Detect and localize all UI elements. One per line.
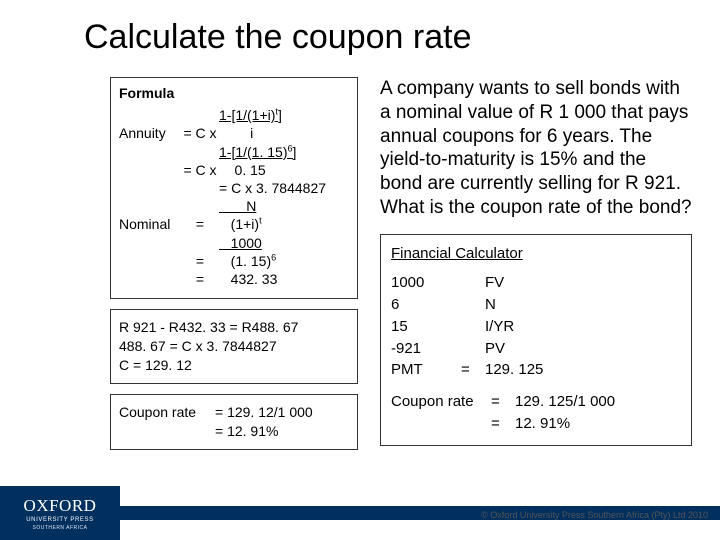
calc-cell: -921: [391, 338, 461, 360]
calc-cell: I/YR: [485, 316, 681, 338]
formula-cell: Annuity: [119, 124, 181, 142]
calc-cell: 15: [391, 316, 461, 338]
calc-cell: PV: [485, 338, 681, 360]
formula-cell: (1. 15)6: [219, 252, 349, 270]
calc-cell: [461, 272, 485, 294]
calc-cell: 129. 125/1 000: [515, 391, 681, 413]
formula-cell: [181, 197, 219, 215]
coupon-line-1: = 129. 12/1 000: [215, 403, 313, 422]
calc-cell: 6: [391, 294, 461, 316]
formula-cell: [119, 179, 181, 197]
calc-cell: [461, 316, 485, 338]
formula-cell: 1-[1/(1. 15)6]: [219, 143, 349, 161]
brand-sub: UNIVERSITY PRESS: [26, 517, 94, 523]
working-panel: R 921 - R432. 33 = R488. 67488. 67 = C x…: [110, 309, 358, 384]
formula-cell: [181, 179, 219, 197]
formula-row: = (1. 15)6: [119, 252, 349, 270]
formula-row: = 432. 33: [119, 270, 349, 288]
formula-row: 1-[1/(1+i)t]: [119, 106, 349, 124]
working-line: R 921 - R432. 33 = R488. 67: [119, 318, 349, 337]
formula-cell: [181, 106, 219, 124]
formula-row: 1-[1/(1. 15)6]: [119, 143, 349, 161]
formula-row: Annuity= C x i: [119, 124, 349, 142]
formula-cell: 0. 15: [219, 161, 349, 179]
formula-cell: [119, 106, 181, 124]
working-line: 488. 67 = C x 3. 7844827: [119, 337, 349, 356]
formula-cell: [119, 252, 181, 270]
formula-row: N: [119, 197, 349, 215]
calc-cell: =: [491, 413, 515, 435]
formula-row: Nominal= (1+i)t: [119, 215, 349, 233]
calc-cell: =: [461, 359, 485, 381]
formula-cell: = C x 3. 7844827: [219, 179, 349, 197]
formula-cell: =: [181, 215, 219, 233]
coupon-label: Coupon rate: [119, 403, 215, 441]
calc-cell: Coupon rate: [391, 391, 491, 413]
formula-cell: i: [219, 124, 349, 142]
slide-title: Calculate the coupon rate: [0, 0, 720, 57]
formula-cell: Nominal: [119, 215, 181, 233]
calc-cell: PMT: [391, 359, 461, 381]
formula-row: 1000: [119, 234, 349, 252]
formula-cell: (1+i)t: [219, 215, 349, 233]
formula-panel: Formula 1-[1/(1+i)t]Annuity= C x i1-[1/(…: [110, 77, 358, 299]
formula-cell: [119, 270, 181, 288]
calc-cell: FV: [485, 272, 681, 294]
calc-cell: 12. 91%: [515, 413, 681, 435]
copyright-text: © Oxford University Press Southern Afric…: [481, 510, 708, 520]
calc-cell: N: [485, 294, 681, 316]
formula-cell: [119, 161, 181, 179]
formula-cell: [119, 234, 181, 252]
formula-cell: [181, 234, 219, 252]
financial-calculator-panel: Financial Calculator 1000FV6N15I/YR-921P…: [380, 234, 692, 446]
brand-region: SOUTHERN AFRICA: [32, 525, 87, 531]
calc-cell: [461, 338, 485, 360]
coupon-result-panel: Coupon rate = 129. 12/1 000 = 12. 91%: [110, 394, 358, 450]
formula-cell: = C x: [181, 161, 219, 179]
formula-row: = C x 0. 15: [119, 161, 349, 179]
publisher-logo: OXFORD UNIVERSITY PRESS SOUTHERN AFRICA: [0, 486, 120, 540]
formula-cell: [119, 197, 181, 215]
calc-cell: =: [491, 391, 515, 413]
formula-cell: =: [181, 270, 219, 288]
problem-text: A company wants to sell bonds with a nom…: [380, 77, 692, 220]
formula-cell: [119, 143, 181, 161]
coupon-line-2: = 12. 91%: [215, 422, 313, 441]
brand-main: OXFORD: [24, 496, 97, 516]
calc-cell: 129. 125: [485, 359, 681, 381]
formula-cell: = C x: [181, 124, 219, 142]
calc-cell: 1000: [391, 272, 461, 294]
calc-cell: [461, 294, 485, 316]
formula-cell: [181, 143, 219, 161]
formula-cell: 1-[1/(1+i)t]: [219, 106, 349, 124]
formula-cell: =: [181, 252, 219, 270]
formula-cell: 1000: [219, 234, 349, 252]
working-line: C = 129. 12: [119, 356, 349, 375]
fincalc-header: Financial Calculator: [391, 243, 681, 265]
formula-cell: 432. 33: [219, 270, 349, 288]
formula-header: Formula: [119, 84, 349, 102]
formula-row: = C x 3. 7844827: [119, 179, 349, 197]
formula-cell: N: [219, 197, 349, 215]
calc-cell: [391, 413, 491, 435]
